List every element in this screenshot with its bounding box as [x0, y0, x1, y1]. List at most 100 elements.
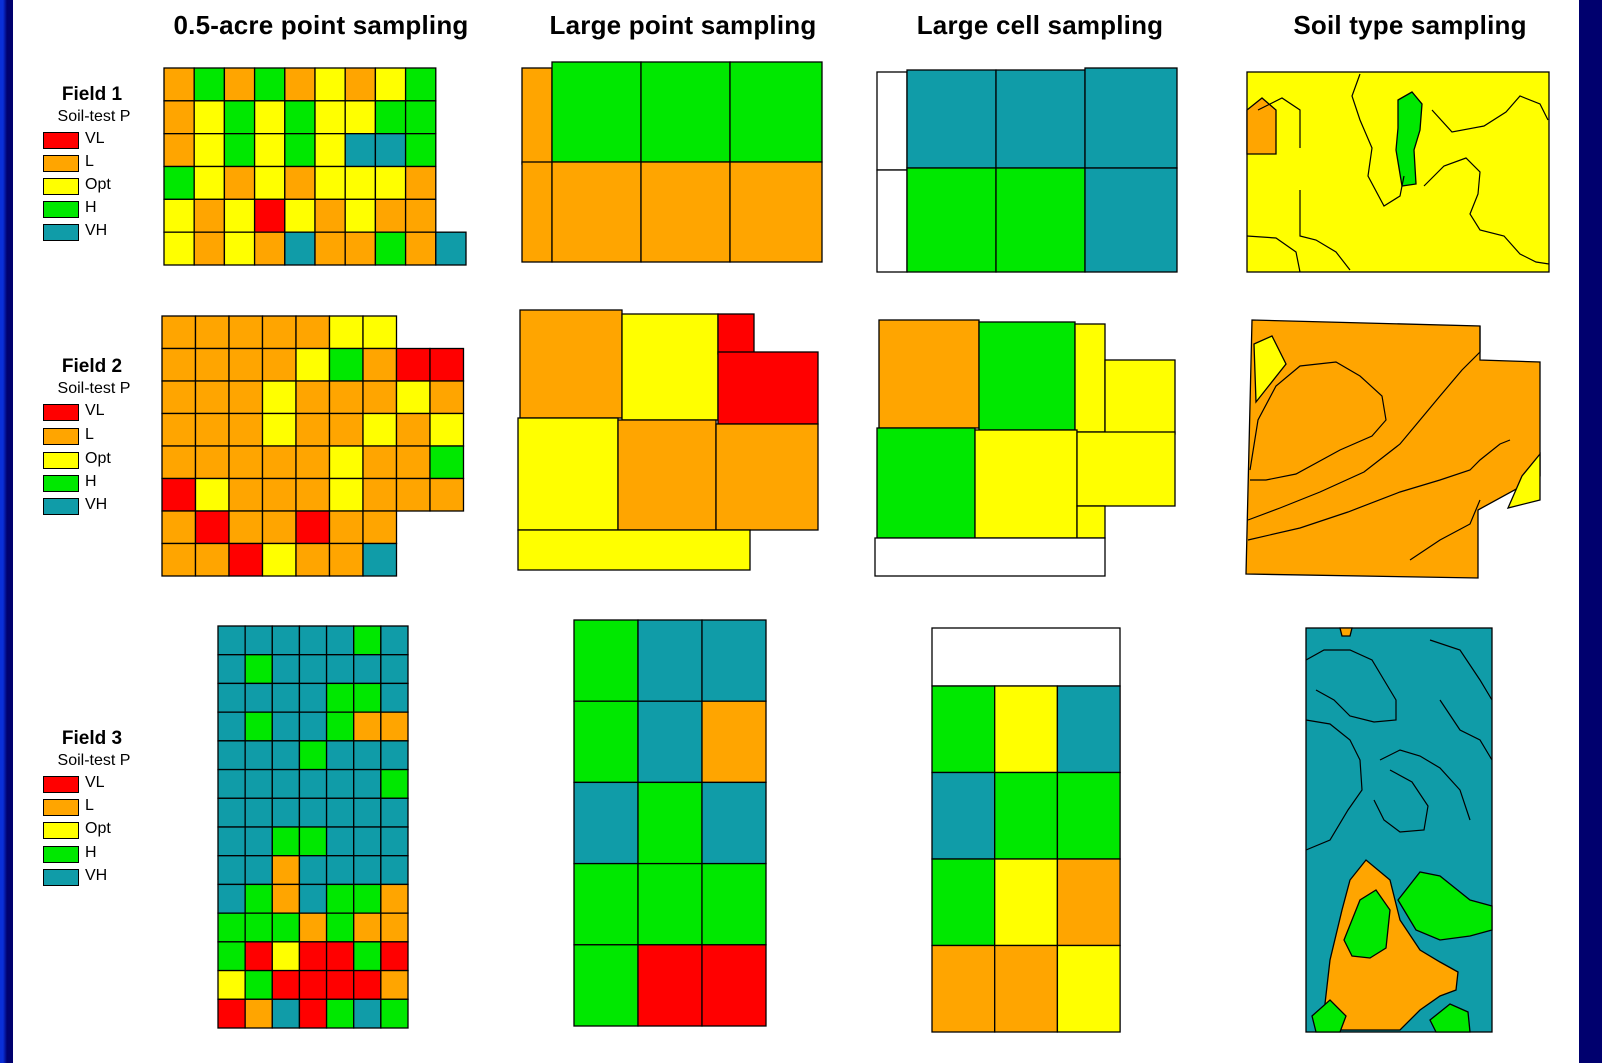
map-cell — [1056, 771, 1121, 860]
map-cell — [374, 133, 407, 168]
map-cell — [328, 315, 364, 350]
map-cell — [362, 380, 398, 415]
legend-label: L — [85, 153, 94, 170]
map-cell — [217, 654, 246, 685]
legend-label: VL — [85, 130, 105, 147]
map-cell — [931, 771, 996, 860]
map-cell — [163, 133, 195, 168]
field3-soil-type-map — [1305, 627, 1493, 1033]
map-cell — [325, 740, 355, 771]
map-cell — [344, 100, 377, 135]
map-cell — [353, 625, 382, 656]
map-cell — [163, 165, 195, 200]
map-cell — [617, 419, 717, 531]
map-cell — [1076, 505, 1106, 539]
map-cell — [244, 654, 273, 685]
map-cell — [217, 682, 246, 713]
map-cell — [374, 231, 407, 266]
map-cell — [395, 380, 431, 415]
map-cell — [217, 883, 246, 914]
map-cell — [271, 998, 301, 1029]
map-cell — [295, 412, 331, 447]
map-cell — [395, 477, 431, 512]
map-cell — [994, 944, 1059, 1033]
map-cell — [193, 133, 226, 168]
map-cell — [217, 625, 246, 656]
legend-swatch — [43, 846, 79, 863]
map-cell — [314, 67, 346, 102]
map-cell — [298, 826, 328, 857]
map-cell — [519, 309, 623, 419]
map-cell — [344, 133, 377, 168]
map-cell — [353, 941, 382, 972]
legend-swatch — [43, 799, 79, 816]
map-cell — [429, 445, 465, 480]
map-cell — [429, 412, 465, 447]
map-cell — [325, 797, 355, 828]
map-cell — [994, 685, 1059, 774]
map-cell — [298, 941, 328, 972]
column-title-large-cell-sampling: Large cell sampling — [916, 10, 1164, 40]
map-cell — [163, 67, 195, 102]
map-cell — [353, 969, 382, 1000]
map-cell — [295, 477, 331, 512]
map-cell — [217, 941, 246, 972]
map-cell — [429, 380, 465, 415]
map-cell — [551, 61, 642, 163]
map-cell — [517, 529, 751, 571]
map-cell — [244, 711, 273, 742]
map-cell — [362, 510, 398, 545]
map-cell — [353, 883, 382, 914]
soil-boundary — [1439, 699, 1493, 761]
map-cell — [637, 944, 703, 1027]
soil-zone — [1253, 335, 1287, 404]
map-cell — [228, 477, 264, 512]
map-cell — [228, 510, 264, 545]
map-cell — [701, 700, 767, 784]
map-cell — [729, 161, 823, 263]
map-cell — [244, 883, 273, 914]
map-cell — [380, 797, 409, 828]
map-cell — [223, 231, 256, 266]
field2-large-point-map — [517, 309, 819, 571]
map-cell — [271, 740, 301, 771]
field3-point-map — [217, 625, 409, 1029]
map-cell — [328, 347, 364, 382]
map-cell — [298, 883, 328, 914]
map-cell — [374, 198, 407, 233]
map-cell — [271, 941, 301, 972]
map-cell — [637, 781, 703, 865]
map-cell — [380, 998, 409, 1029]
map-cell — [217, 740, 246, 771]
legend-label: VL — [85, 774, 105, 791]
map-cell — [404, 133, 437, 168]
map-cell — [271, 625, 301, 656]
legend-label: Opt — [85, 176, 111, 193]
map-cell — [194, 380, 230, 415]
soil-boundary — [1249, 361, 1387, 481]
map-cell — [380, 740, 409, 771]
field2-soil-type-map — [1245, 319, 1541, 579]
map-cell — [701, 619, 767, 702]
map-cell — [261, 380, 297, 415]
map-cell — [353, 768, 382, 799]
map-cell — [1076, 431, 1176, 507]
map-cell — [314, 133, 346, 168]
map-cell — [573, 700, 639, 784]
map-cell — [284, 133, 316, 168]
map-cell — [271, 883, 301, 914]
map-cell — [217, 969, 246, 1000]
map-cell — [244, 768, 273, 799]
map-cell — [994, 771, 1059, 860]
map-cell — [298, 855, 328, 886]
map-cell — [228, 445, 264, 480]
map-cell — [298, 625, 328, 656]
map-cell — [362, 445, 398, 480]
map-cell — [271, 654, 301, 685]
map-cell — [353, 826, 382, 857]
map-cell — [314, 231, 346, 266]
map-cell — [328, 445, 364, 480]
map-cell — [193, 231, 226, 266]
soil-boundary — [1373, 769, 1429, 833]
map-cell — [298, 912, 328, 943]
